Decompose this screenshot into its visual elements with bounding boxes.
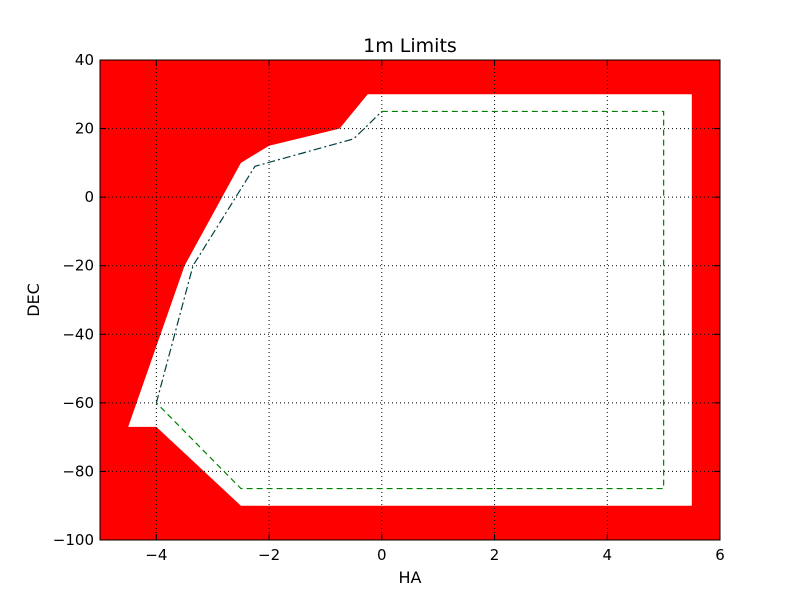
series-line-2 — [155, 110, 383, 404]
x-tick-label: 6 — [715, 546, 725, 564]
y-axis-ticks: −100 −80 −60 −40 −20 0 20 40 — [53, 51, 720, 549]
x-tick-label: 2 — [490, 546, 500, 564]
plot-frame — [99, 59, 721, 541]
y-tick-label: −20 — [62, 257, 94, 275]
allowed-region — [128, 94, 692, 506]
series-lines — [155, 110, 665, 490]
x-axis-ticks: −4 −2 0 2 4 6 — [145, 60, 725, 564]
chart-title: 1m Limits — [363, 35, 457, 57]
x-axis-label: HA — [399, 568, 422, 587]
x-tick-label: −4 — [145, 546, 167, 564]
x-tick-label: 0 — [377, 546, 387, 564]
y-tick-label: −40 — [62, 325, 94, 343]
y-tick-label: 40 — [75, 51, 94, 69]
y-tick-label: −80 — [62, 462, 94, 480]
series-line-1 — [155, 110, 665, 490]
x-tick-label: 4 — [602, 546, 612, 564]
y-tick-label: −60 — [62, 394, 94, 412]
y-tick-label: 0 — [84, 188, 94, 206]
y-tick-label: 20 — [75, 120, 94, 138]
y-axis-label: DEC — [24, 283, 43, 317]
x-tick-label: −2 — [258, 546, 280, 564]
y-tick-label: −100 — [53, 531, 94, 549]
